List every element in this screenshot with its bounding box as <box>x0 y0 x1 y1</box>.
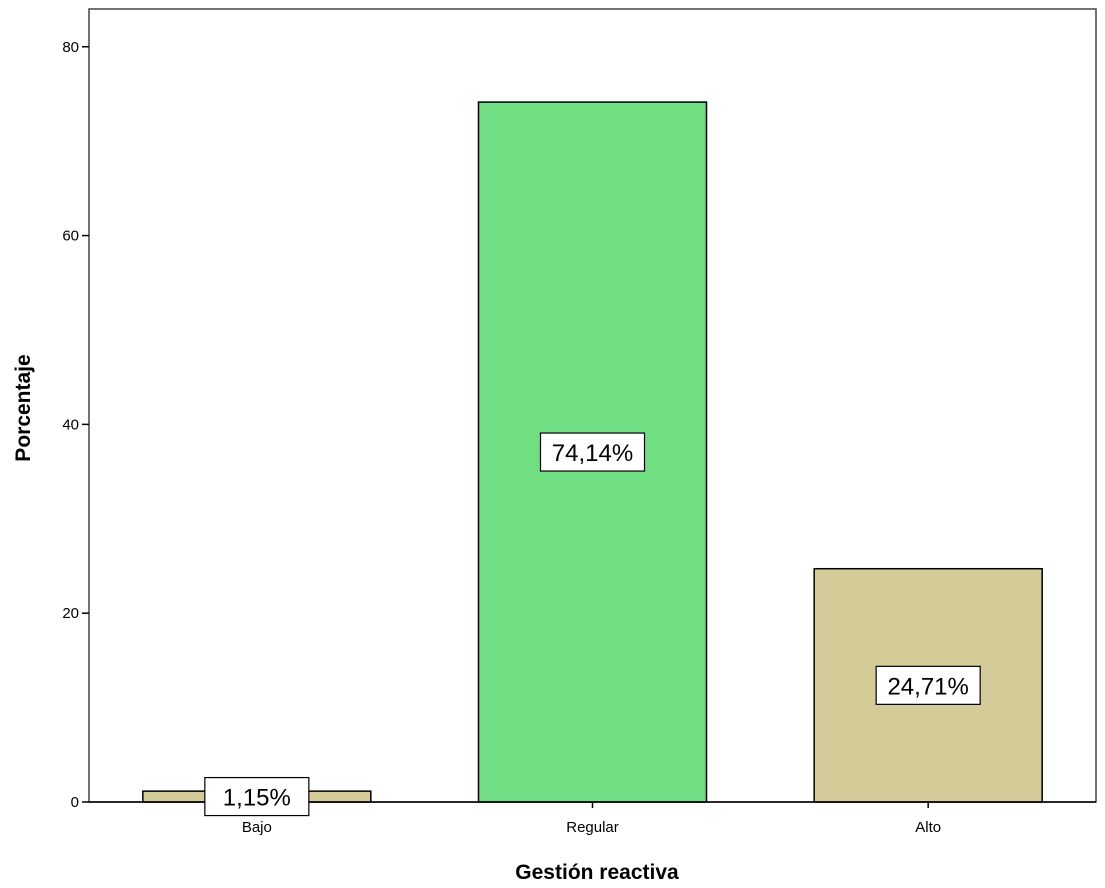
y-tick-label: 80 <box>62 39 79 56</box>
data-labels: 1,15% 74,14% 24,71% <box>204 432 981 817</box>
data-label: 24,71% <box>875 665 981 705</box>
data-label-text: 74,14% <box>552 440 633 467</box>
data-label-box <box>539 432 646 472</box>
x-tick-label: Bajo <box>242 819 272 836</box>
y-tick-label: 60 <box>62 228 79 245</box>
x-axis-title: Gestión reactiva <box>515 861 679 884</box>
y-axis-title: Porcentaje <box>12 354 35 461</box>
data-label: 1,15% <box>204 776 310 817</box>
x-tick-label: Alto <box>915 819 941 836</box>
x-tick-label: Regular <box>566 819 619 836</box>
data-label-box <box>204 776 310 817</box>
y-axis: 0 20 40 60 80 <box>62 39 89 811</box>
x-axis: Bajo Regular Alto <box>242 802 941 836</box>
y-tick-label: 0 <box>71 794 79 811</box>
y-tick-label: 40 <box>62 416 79 433</box>
data-label-text: 1,15% <box>223 785 291 812</box>
data-label-text: 24,71% <box>887 673 968 700</box>
data-label-box <box>875 665 981 705</box>
y-tick-label: 20 <box>62 605 79 622</box>
data-label: 74,14% <box>539 432 646 472</box>
